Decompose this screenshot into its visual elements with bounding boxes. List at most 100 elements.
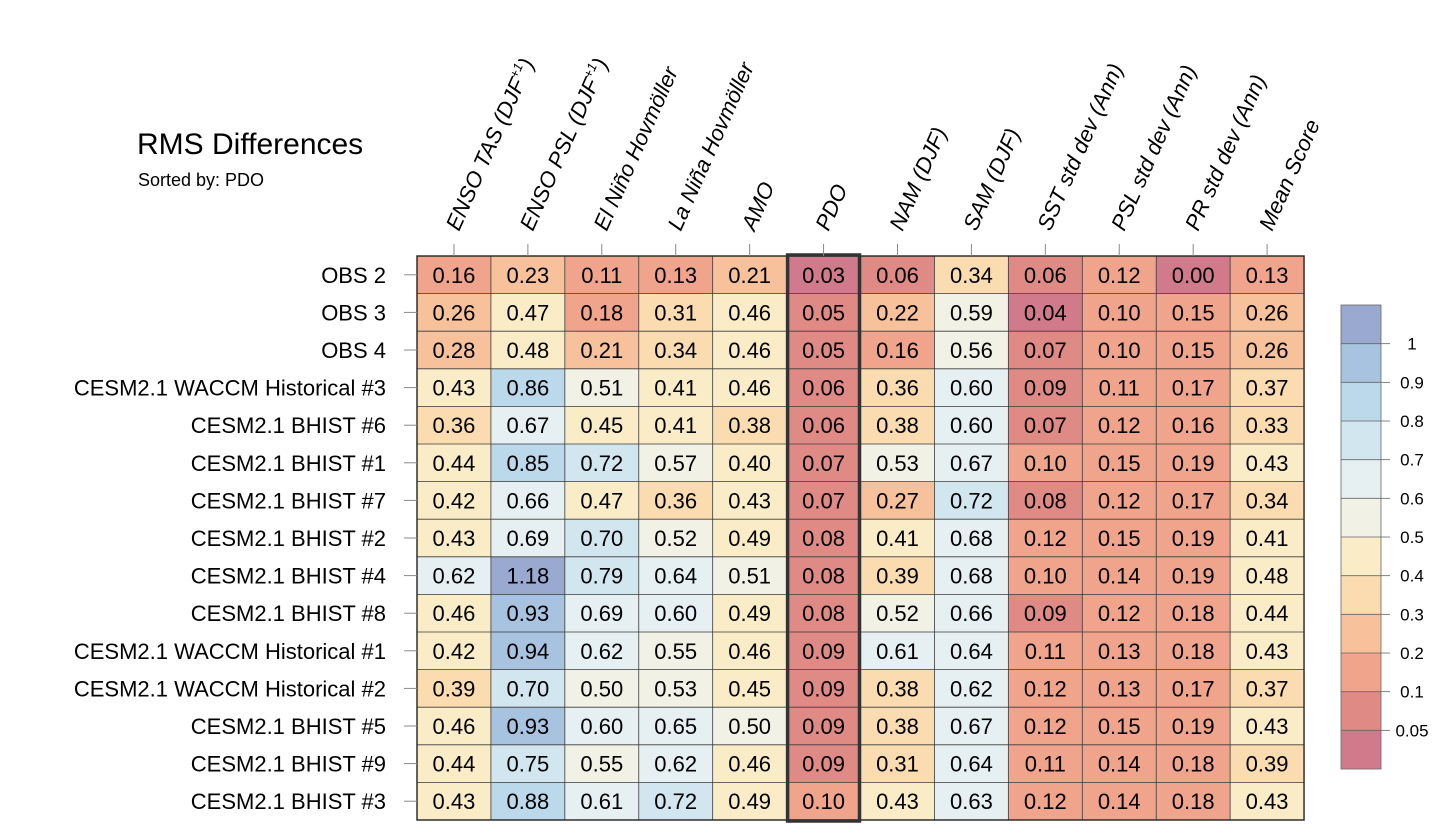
cell-value-label: 0.41	[1246, 526, 1289, 551]
cell-value-label: 0.61	[580, 789, 623, 814]
cell-value-label: 0.41	[876, 526, 919, 551]
heatmap-cell	[934, 707, 1009, 745]
row-label: CESM2.1 BHIST #2	[191, 526, 386, 551]
cell-value-label: 0.60	[580, 714, 623, 739]
cell-value-label: 0.61	[876, 639, 919, 664]
heatmap-cell	[1008, 293, 1083, 332]
cell-value-label: 0.19	[1172, 564, 1215, 589]
heatmap-cell	[786, 368, 861, 407]
heatmap-cell	[786, 256, 861, 294]
heatmap-cell	[1156, 669, 1231, 708]
heatmap-cell	[712, 632, 787, 670]
colorbar: 1 0.9 0.8 0.7 0.6 0.5 0.4 0.3 0.2 0.1 0.05	[1340, 304, 1429, 770]
heatmap-cell	[860, 669, 935, 708]
heatmap-cell	[1230, 481, 1305, 520]
heatmap-cell	[1082, 481, 1157, 520]
heatmap-cell	[786, 707, 861, 745]
heatmap-cell	[786, 331, 861, 369]
heatmap-cell	[638, 406, 713, 444]
cell-value-label: 0.85	[506, 451, 549, 476]
cell-value-label: 0.43	[1246, 639, 1289, 664]
cell-value-label: 0.48	[506, 338, 549, 363]
heatmap-cells: 0.16 0.23 0.11 0.13 0.21 0.03 0.06 0.34 0.06 0.12…	[417, 256, 1305, 820]
cell-value-label: 0.59	[950, 300, 993, 325]
cell-value-label: 0.68	[950, 564, 993, 589]
heatmap-cell	[712, 293, 787, 332]
heatmap-cell	[934, 556, 1009, 595]
heatmap-cell	[712, 331, 787, 369]
cell-value-label: 0.64	[950, 752, 993, 777]
cell-value-label: 0.60	[654, 601, 697, 626]
heatmap-cell	[860, 632, 935, 670]
heatmap-cell	[712, 744, 787, 783]
row-label: CESM2.1 BHIST #3	[191, 789, 386, 814]
cell-value-label: 0.00	[1172, 263, 1215, 288]
heatmap-cell	[1230, 744, 1305, 783]
cell-value-label: 0.11	[581, 263, 622, 288]
cell-value-label: 0.40	[728, 451, 771, 476]
cell-value-label: 0.50	[728, 714, 771, 739]
cell-value-label: 0.10	[802, 789, 845, 814]
heatmap-cell	[1082, 594, 1157, 632]
colorbar-segment	[1341, 382, 1381, 421]
cell-value-label: 0.12	[1024, 676, 1067, 701]
cell-value-label: 0.43	[728, 488, 771, 513]
cell-value-label: 0.14	[1098, 789, 1141, 814]
heatmap-cell	[712, 556, 787, 595]
colorbar-tick-label: 0.6	[1400, 489, 1424, 508]
column-label: Mean Score	[1254, 115, 1325, 234]
cell-value-label: 0.06	[876, 263, 919, 288]
row-labels: OBS 2 OBS 3 OBS 4 CESM2.1 WACCM Historical …	[74, 263, 386, 814]
heatmap-cell	[417, 331, 491, 369]
heatmap-cell	[638, 782, 713, 820]
cell-value-label: 0.51	[580, 376, 623, 401]
heatmap-cell	[1230, 669, 1305, 708]
heatmap-cell	[490, 594, 565, 632]
cell-value-label: 0.17	[1172, 488, 1215, 513]
cell-value-label: 0.23	[506, 263, 549, 288]
heatmap-cell	[1230, 368, 1305, 407]
heatmap-cell	[1156, 368, 1231, 407]
row-label: CESM2.1 BHIST #4	[191, 564, 386, 589]
heatmap-cell	[490, 632, 565, 670]
cell-value-label: 0.31	[876, 752, 919, 777]
heatmap-cell	[638, 331, 713, 369]
heatmap-cell	[712, 256, 787, 294]
heatmap-cell	[712, 519, 787, 557]
cell-value-label: 0.11	[1099, 376, 1140, 401]
cell-value-label: 0.19	[1172, 526, 1215, 551]
cell-value-label: 0.12	[1024, 789, 1067, 814]
heatmap-cell	[1230, 782, 1305, 820]
heatmap-cell	[860, 293, 935, 332]
heatmap-cell	[1156, 707, 1231, 745]
colorbar-tick-label: 0.9	[1400, 373, 1424, 392]
heatmap-cell	[417, 293, 491, 332]
heatmap-cell	[934, 368, 1009, 407]
cell-value-label: 0.14	[1098, 752, 1141, 777]
heatmap-cell	[564, 707, 639, 745]
cell-value-label: 0.70	[580, 526, 623, 551]
colorbar-tick-label: 1	[1407, 335, 1416, 354]
cell-value-label: 0.69	[580, 601, 623, 626]
colorbar-segment	[1341, 653, 1381, 692]
cell-value-label: 0.62	[580, 639, 623, 664]
cell-value-label: 0.46	[728, 376, 771, 401]
cell-value-label: 0.70	[506, 676, 549, 701]
column-label: PR std dev (Ann)	[1180, 71, 1271, 234]
cell-value-label: 0.45	[580, 413, 623, 438]
colorbar-segment	[1341, 730, 1381, 769]
cell-value-label: 0.43	[433, 376, 476, 401]
cell-value-label: 0.12	[1098, 601, 1141, 626]
heatmap-cell	[786, 293, 861, 332]
cell-value-label: 0.36	[433, 413, 476, 438]
heatmap-cell	[934, 632, 1009, 670]
colorbar-segment	[1341, 421, 1381, 460]
heatmap-cell	[860, 707, 935, 745]
cell-value-label: 0.18	[1172, 639, 1215, 664]
cell-value-label: 0.33	[1246, 413, 1289, 438]
cell-value-label: 0.51	[728, 564, 771, 589]
cell-value-label: 0.64	[950, 639, 993, 664]
cell-value-label: 0.26	[433, 300, 476, 325]
cell-value-label: 0.15	[1172, 338, 1215, 363]
heatmap-cell	[1008, 556, 1083, 595]
